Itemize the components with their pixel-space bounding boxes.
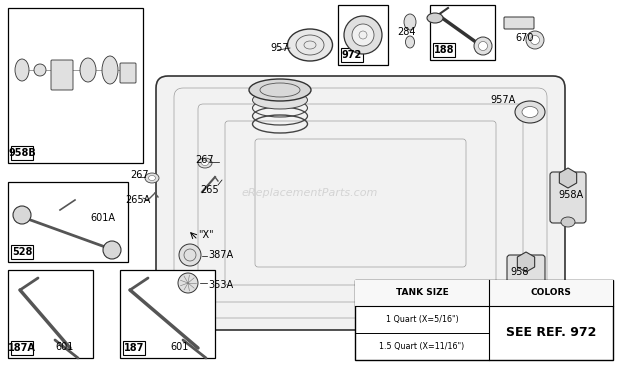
Text: 267: 267 [130,170,149,180]
Ellipse shape [515,101,545,123]
Ellipse shape [149,176,156,181]
Text: 265A: 265A [125,195,150,205]
Ellipse shape [198,158,212,168]
Ellipse shape [145,173,159,183]
Bar [11,146,33,160]
Ellipse shape [288,29,332,61]
Bar [8,182,128,262]
Bar [341,48,363,62]
Text: 957A: 957A [490,95,515,105]
Bar [355,280,613,360]
Ellipse shape [103,241,121,259]
Ellipse shape [531,35,539,45]
Ellipse shape [15,59,29,81]
Bar [120,270,215,358]
Ellipse shape [80,58,96,82]
Text: 957: 957 [270,43,289,53]
Bar [433,43,455,57]
Ellipse shape [344,16,382,54]
Text: 601: 601 [170,342,188,352]
Ellipse shape [405,36,415,48]
Text: 601A: 601A [90,213,115,223]
Bar [123,341,145,355]
Ellipse shape [520,303,532,313]
Ellipse shape [102,56,118,84]
Ellipse shape [474,37,492,55]
Text: 188: 188 [434,45,454,55]
Ellipse shape [404,14,416,30]
Ellipse shape [526,31,544,49]
Ellipse shape [479,42,487,50]
Ellipse shape [427,13,443,23]
Ellipse shape [352,24,374,46]
Bar [355,280,613,306]
Text: 958: 958 [510,267,528,277]
Text: 601: 601 [55,342,73,352]
Bar [11,245,33,259]
Text: 187A: 187A [8,343,36,353]
Bar [8,8,143,163]
Text: 387A: 387A [208,250,233,260]
Ellipse shape [34,64,46,76]
Ellipse shape [561,217,575,227]
Ellipse shape [522,107,538,118]
FancyBboxPatch shape [507,255,545,309]
Text: 670: 670 [515,33,533,43]
Ellipse shape [249,79,311,101]
Text: 958A: 958A [558,190,583,200]
Text: 353A: 353A [208,280,233,290]
Ellipse shape [178,273,198,293]
Text: 1.5 Quart (X=11/16"): 1.5 Quart (X=11/16") [379,342,465,351]
Text: 958B: 958B [8,148,36,158]
Text: SEE REF. 972: SEE REF. 972 [506,326,596,339]
Text: 528: 528 [12,247,32,257]
Text: eReplacementParts.com: eReplacementParts.com [242,188,378,197]
Text: TANK SIZE: TANK SIZE [396,288,448,297]
Text: 972: 972 [342,50,362,60]
Bar [8,270,93,358]
Text: "X": "X" [198,230,214,240]
Text: 267: 267 [195,155,214,165]
FancyBboxPatch shape [156,76,565,330]
Text: 1 Quart (X=5/16"): 1 Quart (X=5/16") [386,315,458,324]
Text: COLORS: COLORS [531,288,572,297]
FancyBboxPatch shape [120,63,136,83]
Bar [430,5,495,60]
Text: 284: 284 [397,27,415,37]
Ellipse shape [252,91,308,109]
FancyBboxPatch shape [504,17,534,29]
Bar [338,5,388,65]
Ellipse shape [13,206,31,224]
Text: 187: 187 [124,343,144,353]
Ellipse shape [202,161,208,165]
FancyBboxPatch shape [51,60,73,90]
Text: 265: 265 [200,185,219,195]
Bar [11,341,33,355]
Ellipse shape [179,244,201,266]
FancyBboxPatch shape [550,172,586,223]
